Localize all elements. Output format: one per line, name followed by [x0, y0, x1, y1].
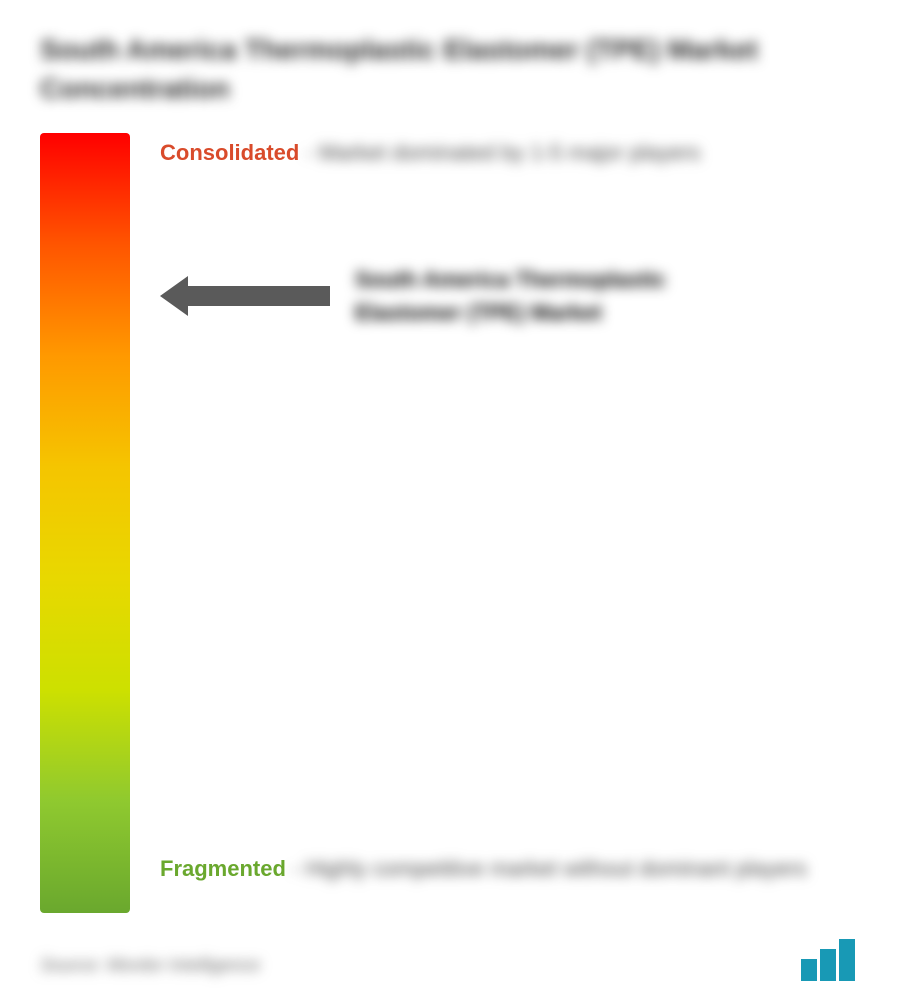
market-name-label: South America Thermoplastic Elastomer (T… [355, 263, 755, 329]
logo-bar-1 [801, 959, 817, 981]
logo-bar-2 [820, 949, 836, 981]
chart-title: South America Thermoplastic Elastomer (T… [40, 30, 860, 108]
fragmented-desc: - Highly competitive market without domi… [292, 856, 807, 881]
mordor-logo-icon [801, 939, 855, 981]
fragmented-label: Fragmented - Highly competitive market w… [160, 849, 807, 889]
fragmented-term: Fragmented [160, 856, 286, 881]
market-pointer: South America Thermoplastic Elastomer (T… [160, 263, 755, 329]
arrow-left-icon [160, 276, 330, 316]
concentration-gradient-bar [40, 133, 130, 913]
scale-content: Consolidated - Market dominated by 1-5 m… [160, 133, 860, 913]
arrow-head [160, 276, 188, 316]
arrow-body [185, 286, 330, 306]
consolidated-label: Consolidated - Market dominated by 1-5 m… [160, 133, 700, 173]
consolidated-term: Consolidated [160, 140, 299, 165]
consolidated-desc: - Market dominated by 1-5 major players [305, 140, 700, 165]
content-area: Consolidated - Market dominated by 1-5 m… [40, 133, 860, 913]
logo-bar-3 [839, 939, 855, 981]
source-attribution: Source: Mordor Intelligence [40, 955, 260, 976]
